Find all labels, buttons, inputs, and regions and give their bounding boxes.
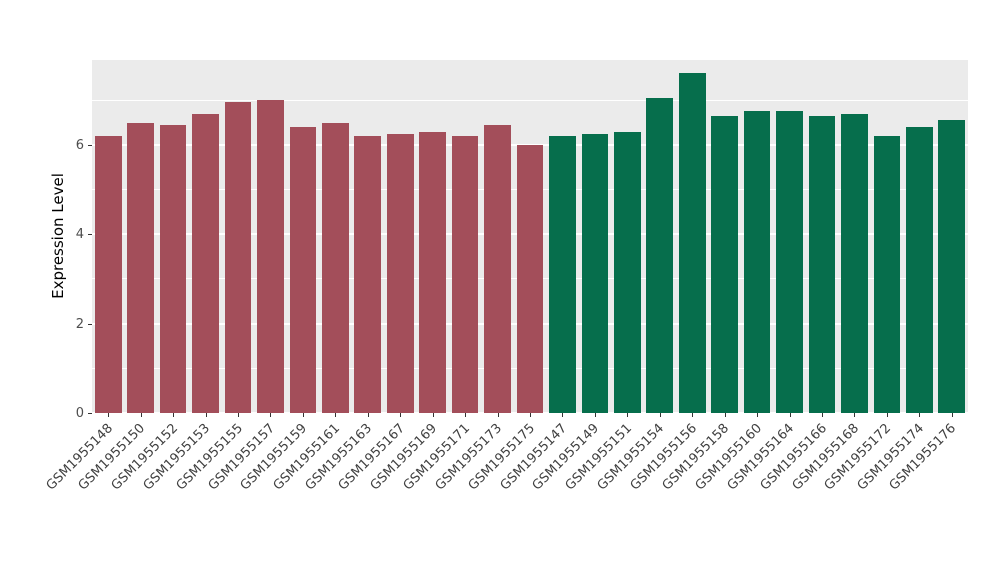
y-tick-label: 4 — [75, 227, 84, 243]
x-tick-mark — [757, 413, 759, 417]
bar-GSM1955171 — [451, 135, 479, 413]
bar-GSM1955174 — [906, 127, 933, 413]
x-tick-mark — [854, 413, 856, 417]
x-tick-mark — [919, 413, 921, 417]
bar-GSM1955155 — [224, 102, 252, 413]
bar-GSM1955160 — [743, 111, 771, 413]
x-tick-mark — [951, 413, 953, 417]
bar-GSM1955163 — [354, 135, 382, 413]
x-tick-mark — [238, 413, 239, 417]
bar-GSM1955158 — [711, 115, 738, 413]
x-tick-mark — [173, 413, 175, 417]
bar-GSM1955147 — [549, 135, 576, 413]
x-tick-mark — [627, 413, 629, 417]
bar-GSM1955151 — [614, 131, 641, 413]
bar-GSM1955169 — [419, 131, 446, 413]
bar-GSM1955166 — [808, 115, 836, 413]
bar-GSM1955154 — [646, 97, 674, 413]
x-tick-mark — [822, 413, 823, 417]
bar-GSM1955167 — [386, 133, 414, 413]
x-tick-mark — [530, 413, 531, 417]
bar-GSM1955148 — [94, 135, 122, 413]
x-tick-mark — [562, 413, 564, 417]
y-tick-mark — [88, 323, 92, 325]
bar-GSM1955176 — [938, 120, 966, 413]
x-tick-mark — [594, 413, 596, 417]
gridline-major — [92, 143, 968, 146]
y-tick-mark — [88, 234, 92, 236]
x-tick-mark — [432, 413, 434, 417]
x-tick-mark — [789, 413, 791, 417]
gridline-minor — [92, 99, 968, 101]
x-tick-mark — [465, 413, 467, 417]
bar-GSM1955150 — [127, 122, 154, 413]
bar-GSM1955172 — [873, 135, 901, 413]
bar-GSM1955152 — [159, 124, 187, 413]
x-tick-mark — [270, 413, 272, 417]
x-tick-mark — [367, 413, 369, 417]
y-tick-label: 0 — [75, 406, 84, 421]
bar-GSM1955159 — [289, 127, 317, 413]
x-tick-mark — [886, 413, 888, 417]
x-tick-mark — [302, 413, 304, 417]
y-tick-label: 6 — [75, 137, 84, 153]
y-tick-mark — [88, 413, 92, 414]
bar-GSM1955156 — [678, 73, 706, 413]
plot-panel — [92, 60, 968, 413]
x-tick-mark — [205, 413, 207, 417]
x-tick-mark — [400, 413, 402, 417]
bar-GSM1955175 — [516, 144, 544, 413]
bar-GSM1955168 — [841, 113, 868, 413]
bar-GSM1955173 — [484, 124, 511, 413]
bar-GSM1955149 — [581, 133, 609, 413]
y-tick-label: 2 — [75, 316, 84, 332]
x-tick-mark — [108, 413, 110, 417]
x-tick-mark — [659, 413, 661, 417]
x-tick-mark — [692, 413, 694, 417]
bar-GSM1955153 — [192, 113, 219, 413]
x-tick-mark — [724, 413, 726, 417]
x-tick-mark — [497, 413, 499, 417]
bar-GSM1955161 — [322, 122, 349, 413]
bar-GSM1955164 — [776, 111, 803, 413]
bar-GSM1955157 — [257, 100, 284, 413]
x-tick-mark — [140, 413, 142, 417]
y-tick-mark — [88, 144, 92, 146]
x-tick-mark — [335, 413, 337, 417]
